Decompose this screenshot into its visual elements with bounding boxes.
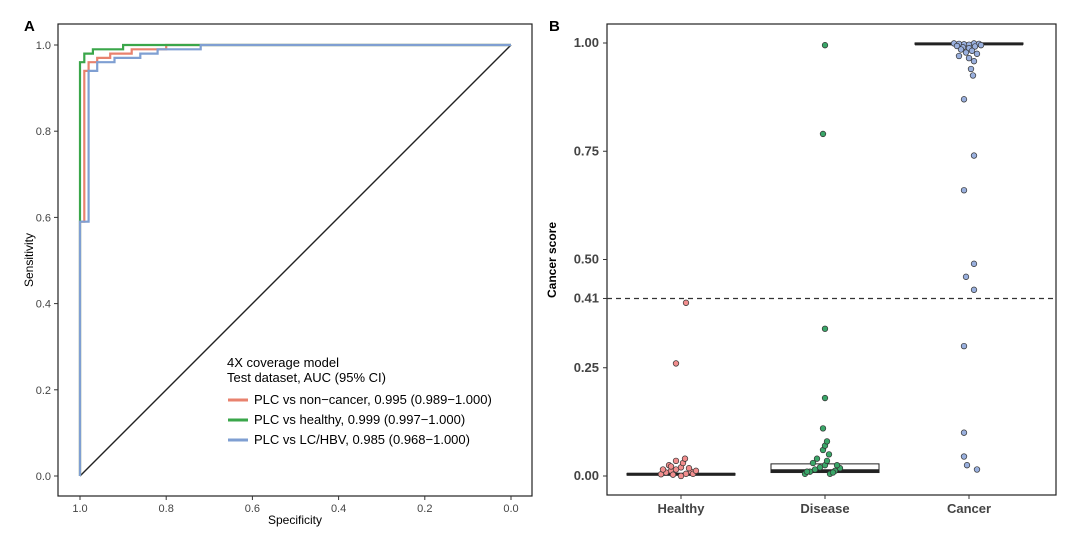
point-cancer [973,50,981,57]
point-disease [821,42,829,49]
point-healthy [669,471,677,478]
score-y-tick-label: 0.50 [574,252,599,267]
legend-label-lc-hbv: PLC vs LC/HBV, 0.985 (0.968−1.000) [254,432,470,447]
point-disease [823,457,831,464]
point-cancer [960,187,968,194]
point-cancer [955,52,963,60]
point-disease [819,425,827,432]
legend-label-healthy: PLC vs healthy, 0.999 (0.997−1.000) [254,412,465,427]
roc-y-axis-title: Sensitivity [22,233,36,287]
point-disease [823,438,831,445]
point-cancer [957,46,965,53]
point-cancer [953,42,961,50]
score-plot-frame [606,23,1057,496]
point-disease [809,459,817,467]
roc-y-tick-label: 0.4 [36,299,51,311]
category-label-disease: Disease [800,501,849,516]
roc-x-tick-label: 0.0 [503,503,518,515]
point-cancer [960,453,968,460]
roc-panel: 1.0 0.8 0.6 0.4 0.2 0.0 0.0 0.2 0.4 0.6 0.8 1.0 Sp… [22,23,533,527]
roc-curve-lc-hbv [78,43,511,476]
point-cancer [962,49,970,56]
point-cancer [973,466,981,473]
panel-b-letter: B [549,18,560,35]
point-cancer [971,43,979,50]
roc-curve-non-cancer [78,43,511,476]
point-cancer [977,42,985,49]
point-healthy [659,466,667,473]
score-y-tick-label: 0.00 [574,468,599,483]
point-cancer [960,96,968,103]
roc-x-tick-label: 0.4 [331,503,346,515]
point-cancer [968,47,976,54]
point-disease [821,394,829,402]
point-cancer [969,72,977,79]
point-disease [833,462,841,469]
point-disease [819,130,827,138]
legend-title-1: 4X coverage model [227,355,339,370]
point-cancer [965,55,973,62]
roc-legend: 4X coverage model Test dataset, AUC (95%… [227,355,492,447]
point-healthy [672,360,680,367]
roc-plot-frame [57,23,533,497]
point-cancer [960,429,968,436]
score-y-axis-title: Cancer score [545,222,559,298]
roc-y-tick-label: 0.6 [36,212,51,224]
roc-y-tick-label: 0.8 [36,126,51,138]
point-healthy [681,455,689,462]
point-disease [825,451,833,458]
point-cancer [963,462,971,469]
score-y-tick-label: 0.41 [574,290,599,305]
point-cancer [962,273,970,280]
roc-x-axis-title: Specificity [268,513,322,527]
point-disease [803,468,811,475]
point-healthy [682,299,690,306]
point-disease [821,325,829,332]
roc-x-tick-label: 0.2 [417,503,432,515]
point-healthy [672,457,680,464]
point-disease [829,469,837,476]
point-healthy [692,467,700,474]
category-label-cancer: Cancer [947,501,991,516]
point-cancer [960,342,968,350]
score-y-tick-label: 0.25 [574,360,599,375]
point-cancer [970,286,978,293]
point-healthy [667,463,675,470]
point-healthy [685,465,693,472]
legend-title-2: Test dataset, AUC (95% CI) [227,370,386,385]
point-cancer [970,260,978,267]
panel-a-letter: A [24,18,35,35]
category-label-healthy: Healthy [658,501,706,516]
point-cancer [967,65,975,73]
point-cancer [970,58,978,65]
score-y-tick-label: 0.75 [574,143,599,158]
roc-x-tick-label: 0.8 [159,503,174,515]
point-disease [813,455,821,462]
roc-x-tick-label: 1.0 [72,503,87,515]
roc-y-tick-label: 0.2 [36,385,51,397]
roc-x-tick-label: 0.6 [245,503,260,515]
point-healthy [677,472,685,480]
roc-chance-diagonal [79,44,512,477]
score-y-tick-label: 1.00 [574,35,599,50]
roc-y-tick-label: 0.0 [36,471,51,483]
score-panel: 0.00 0.25 0.41 0.50 0.75 1.00 Healthy Disease C… [545,23,1057,516]
roc-y-tick-label: 1.0 [36,40,51,52]
legend-label-non-cancer: PLC vs non−cancer, 0.995 (0.989−1.000) [254,392,492,407]
point-cancer [970,152,978,159]
